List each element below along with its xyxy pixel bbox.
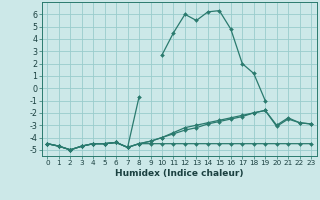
X-axis label: Humidex (Indice chaleur): Humidex (Indice chaleur) [115, 169, 244, 178]
